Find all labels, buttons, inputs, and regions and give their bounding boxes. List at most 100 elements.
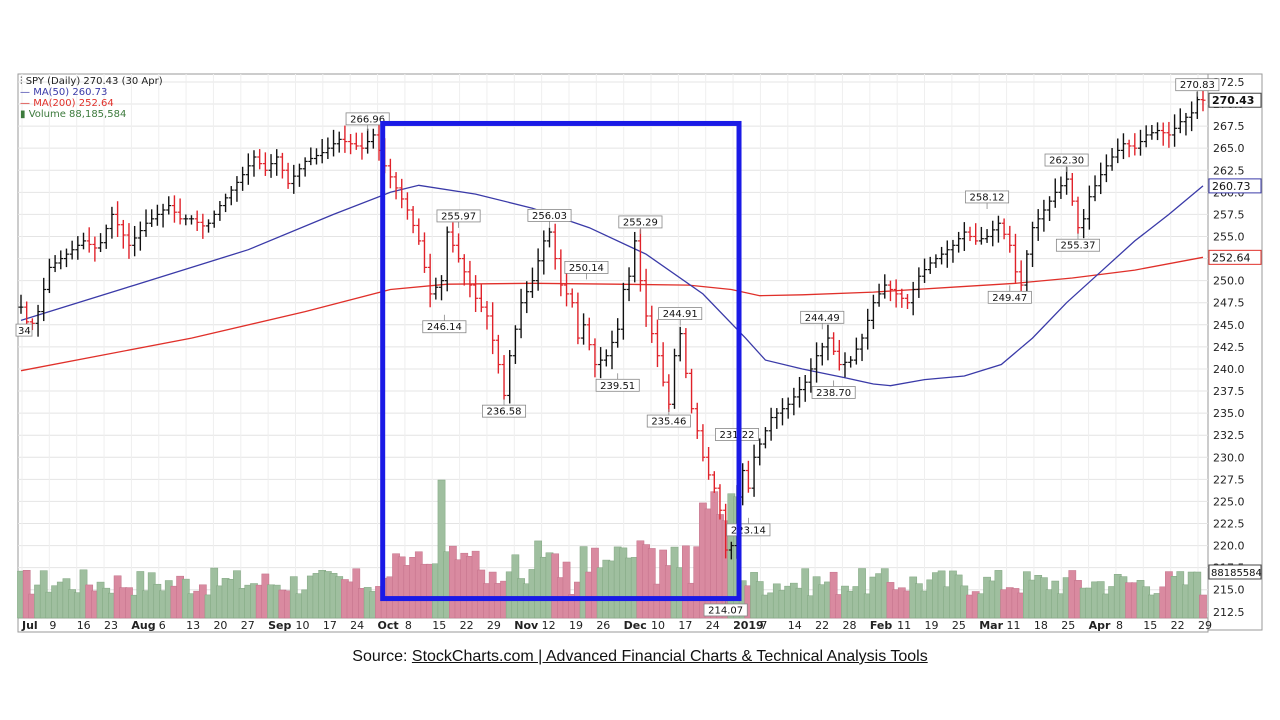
x-tick-label: Mar [979,619,1003,632]
annotation-box [436,209,481,223]
x-tick-label: Jul [21,619,38,632]
x-tick-label: 2019 [733,619,764,632]
ma50-tag-box [1208,178,1262,194]
source-caption: Source: StockCharts.com | Advanced Finan… [0,648,1280,666]
annotation-label: 255.37 [1060,241,1095,252]
annotation-box [564,261,609,274]
legend-ma50-text: MA(50) 260.73 [33,87,108,98]
y-tick-label: 237.5 [1213,385,1245,398]
last-price-tag-box [1208,92,1262,108]
annotation-box [527,208,572,222]
y-tick-label: 240.0 [1213,363,1245,376]
ma200-tag-box [1208,249,1262,265]
y-tick-label: 242.5 [1213,341,1245,354]
volume-bar [801,568,810,619]
x-tick-label: Dec [624,619,647,632]
annotation-label: 250.14 [569,263,604,274]
volume-bar [682,545,690,619]
annotation-label: 249.47 [992,293,1027,304]
legend-volume-text: Volume 88,185,584 [28,109,127,120]
annotation-box [965,190,1010,204]
legend-volume: ▮ Volume 88,185,584 [20,109,163,120]
annotation-label: 270.83 [1180,80,1215,91]
annotation-box [1055,238,1100,252]
x-tick-label: 17 [323,619,337,632]
y-tick-label: 250.0 [1213,275,1245,288]
annotation-label: 255.29 [623,217,658,228]
x-tick-label: 10 [295,619,309,632]
price-bar-icon: ⫶ [20,76,26,87]
x-tick-label: 25 [1061,619,1075,632]
x-tick-label: Feb [870,619,893,632]
y-tick-label: 215.0 [1213,584,1245,597]
annotation-label: 223.14 [731,525,766,536]
plot-frame [17,73,1209,619]
annotation-box [987,290,1032,304]
chart-svg: 272.5270.0267.5265.0262.5260.0257.5255.0… [15,73,1263,633]
x-tick-label: 22 [815,619,829,632]
chart-legend: ⫶ SPY (Daily) 270.43 (30 Apr) — MA(50) 2… [20,76,163,120]
x-tick-label: 8 [1116,619,1123,632]
x-tick-label: 26 [596,619,610,632]
x-tick-label: 23 [104,619,118,632]
source-prefix: Source: [352,648,412,665]
x-tick-label: Nov [514,619,539,632]
x-tick-label: 22 [460,619,474,632]
x-tick-label: 29 [487,619,501,632]
y-tick-label: 265.0 [1213,142,1245,155]
annotation-label: 236.58 [487,407,522,418]
x-tick-label: 17 [678,619,692,632]
price-axis-panel [1207,73,1263,631]
annotation-box [800,310,845,324]
y-tick-label: 212.5 [1213,606,1245,619]
ma200-tag: 252.64 [1212,251,1251,264]
x-tick-label: 19 [925,619,939,632]
annotation-label: 238.70 [816,388,851,399]
x-tick-label: 24 [350,619,364,632]
x-tick-label: 19 [569,619,583,632]
x-tick-label: 14 [788,619,802,632]
left-cut-box [15,323,33,337]
annotation-label: 214.07 [708,605,743,616]
highlight-box [380,120,742,602]
x-tick-label: 15 [1143,619,1157,632]
y-tick-label: 262.5 [1213,164,1245,177]
annotation-label: 244.91 [663,309,698,320]
legend-ma200: — MA(200) 252.64 [20,98,163,109]
y-tick-label: 225.0 [1213,495,1245,508]
x-tick-label: 15 [432,619,446,632]
ma50-tag: 260.73 [1212,180,1251,193]
annotation-box [422,320,467,334]
ma200-line-icon: — [20,98,34,109]
x-tick-label: 25 [952,619,966,632]
last-price-tag: 270.43 [1212,94,1254,107]
volume-bar [647,548,656,619]
legend-ma200-text: MA(200) 252.64 [33,98,114,109]
x-tick-label: 27 [241,619,255,632]
volume-bar [1199,594,1207,619]
y-tick-label: 247.5 [1213,297,1245,310]
annotation-label: 239.51 [600,381,635,392]
volume-tag-box [1208,564,1262,580]
legend-symbol-text: SPY (Daily) 270.43 (30 Apr) [25,76,163,87]
x-tick-label: 16 [77,619,91,632]
source-link[interactable]: StockCharts.com | Advanced Financial Cha… [411,648,928,665]
annotation-box [618,215,663,229]
annotation-label: 258.12 [970,192,1005,203]
x-tick-label: 6 [159,619,166,632]
x-tick-label: 8 [405,619,412,632]
y-tick-label: 257.5 [1213,208,1245,221]
annotation-box [1044,153,1089,167]
annotation-box [703,603,748,617]
annotation-label: 255.97 [441,211,476,222]
x-tick-label: 20 [213,619,227,632]
annotation-label: 266.96 [350,114,385,125]
legend-symbol: ⫶ SPY (Daily) 270.43 (30 Apr) [20,76,163,87]
x-tick-label: 11 [1007,619,1021,632]
ma50-line [20,184,1204,387]
annotation-label: 256.03 [532,211,567,222]
x-tick-label: Oct [378,619,399,632]
x-tick-label: Aug [131,619,155,632]
y-tick-label: 230.0 [1213,451,1245,464]
y-tick-label: 222.5 [1213,518,1245,531]
